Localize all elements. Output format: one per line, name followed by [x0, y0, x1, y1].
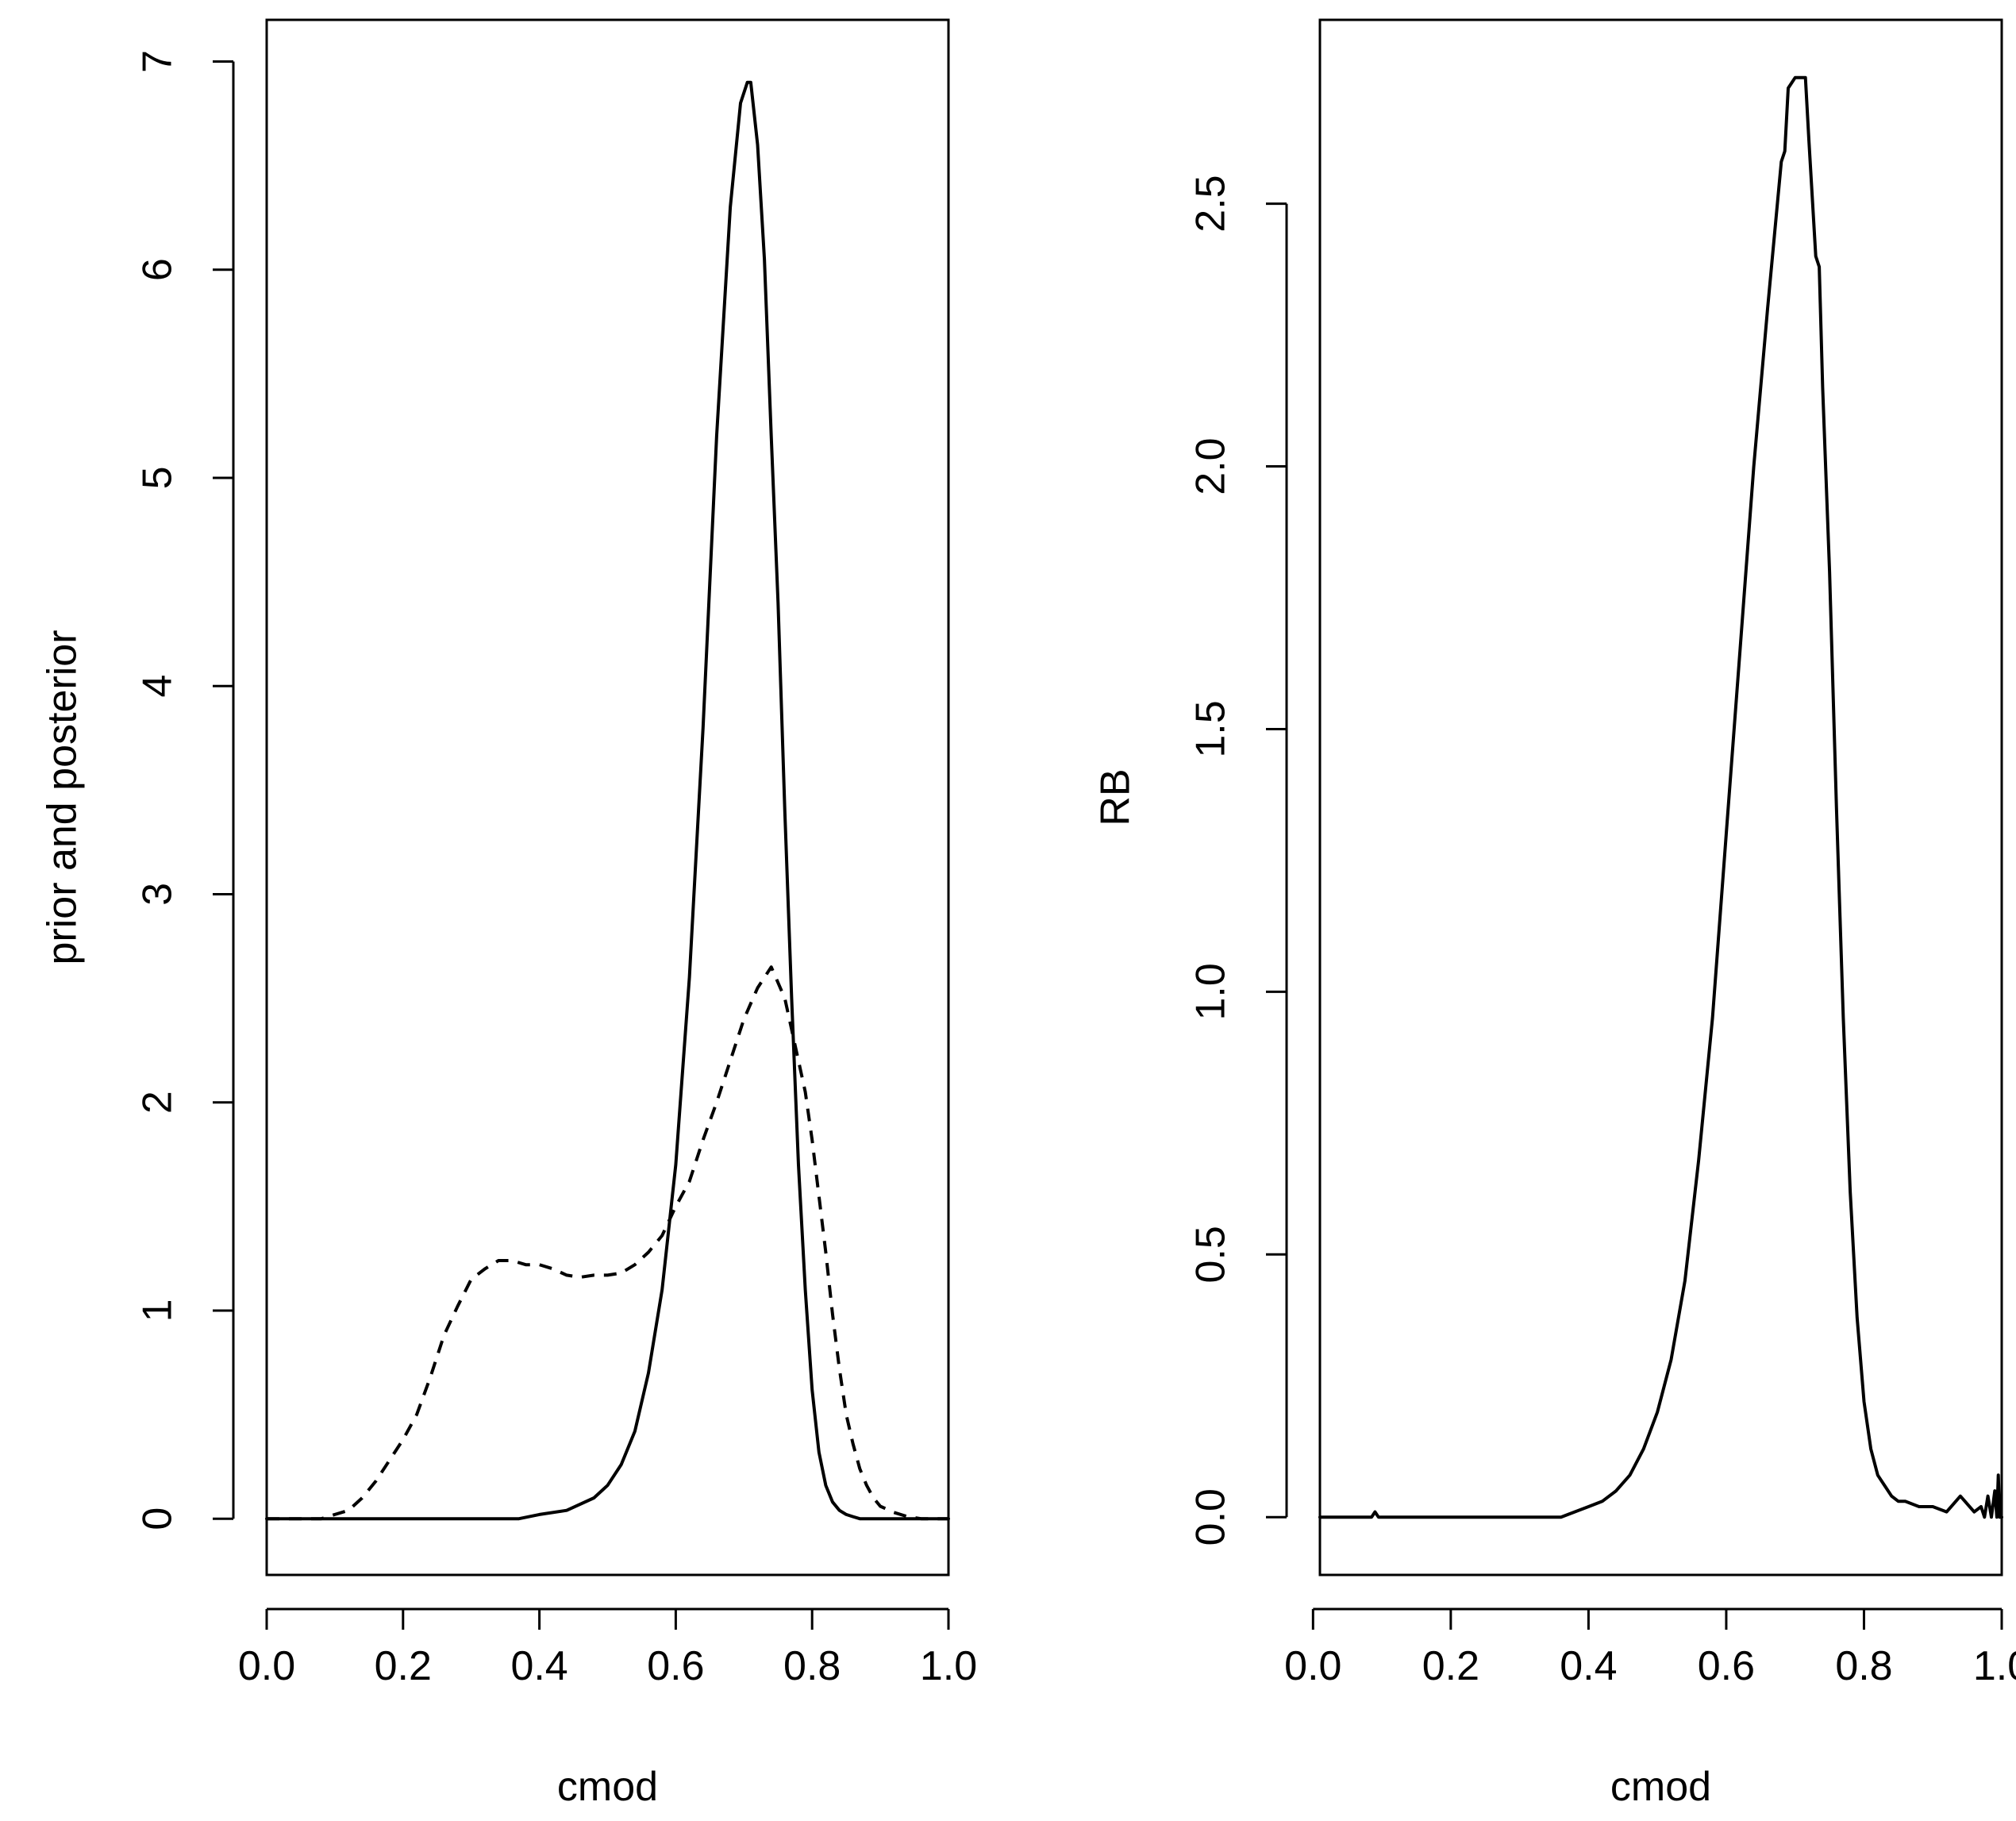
- x-tick-label: 0.4: [510, 1643, 567, 1689]
- y-axis-title: prior and posterior: [40, 630, 86, 965]
- y-tick-label: 0.5: [1188, 1226, 1234, 1283]
- y-tick-label: 4: [135, 675, 181, 698]
- x-tick-label: 0.0: [1284, 1643, 1341, 1689]
- x-tick-label: 0.0: [238, 1643, 295, 1689]
- x-tick-label: 0.4: [1560, 1643, 1617, 1689]
- y-tick-label: 6: [135, 258, 181, 281]
- x-tick-label: 0.8: [1835, 1643, 1892, 1689]
- y-tick-label: 2: [135, 1091, 181, 1114]
- y-tick-label: 0.0: [1188, 1488, 1234, 1546]
- prior-curve-line: [267, 965, 948, 1521]
- x-tick-label: 0.2: [375, 1643, 432, 1689]
- y-tick-label: 7: [135, 50, 181, 73]
- x-axis-title: cmod: [1610, 1764, 1711, 1810]
- left-plot-panel: 0.0 0.2 0.4 0.6 0.8 1.0 cmod 0 1 2 3 4 5 6 7 prior and …: [40, 18, 977, 1810]
- x-tick-label: 0.8: [783, 1643, 841, 1689]
- y-tick-label: 1.5: [1188, 700, 1234, 757]
- x-tick-label: 1.0: [920, 1643, 977, 1689]
- y-tick-label: 1.0: [1188, 963, 1234, 1020]
- x-tick-label: 1.0: [1973, 1643, 2016, 1689]
- y-tick-label: 2.0: [1188, 437, 1234, 495]
- y-axis-title: RB: [1093, 768, 1139, 826]
- x-axis-title: cmod: [557, 1764, 658, 1810]
- y-tick-label: 1: [135, 1299, 181, 1322]
- plot-frame: [1318, 18, 2003, 1577]
- right-plot-panel: 0.0 0.2 0.4 0.6 0.8 1.0 cmod 0.0 0.5 1.0 1.5 2.0 2.5…: [1093, 18, 2016, 1810]
- x-tick-label: 0.6: [1698, 1643, 1755, 1689]
- y-tick-label: 0: [135, 1507, 181, 1530]
- rb-curve-line: [1318, 75, 2003, 1519]
- y-tick-label: 3: [135, 883, 181, 906]
- x-tick-label: 0.2: [1422, 1643, 1479, 1689]
- plot-frame: [265, 18, 950, 1577]
- x-tick-label: 0.6: [647, 1643, 704, 1689]
- posterior-curve-line: [265, 80, 950, 1521]
- y-tick-label: 2.5: [1188, 175, 1234, 232]
- y-tick-label: 5: [135, 466, 181, 489]
